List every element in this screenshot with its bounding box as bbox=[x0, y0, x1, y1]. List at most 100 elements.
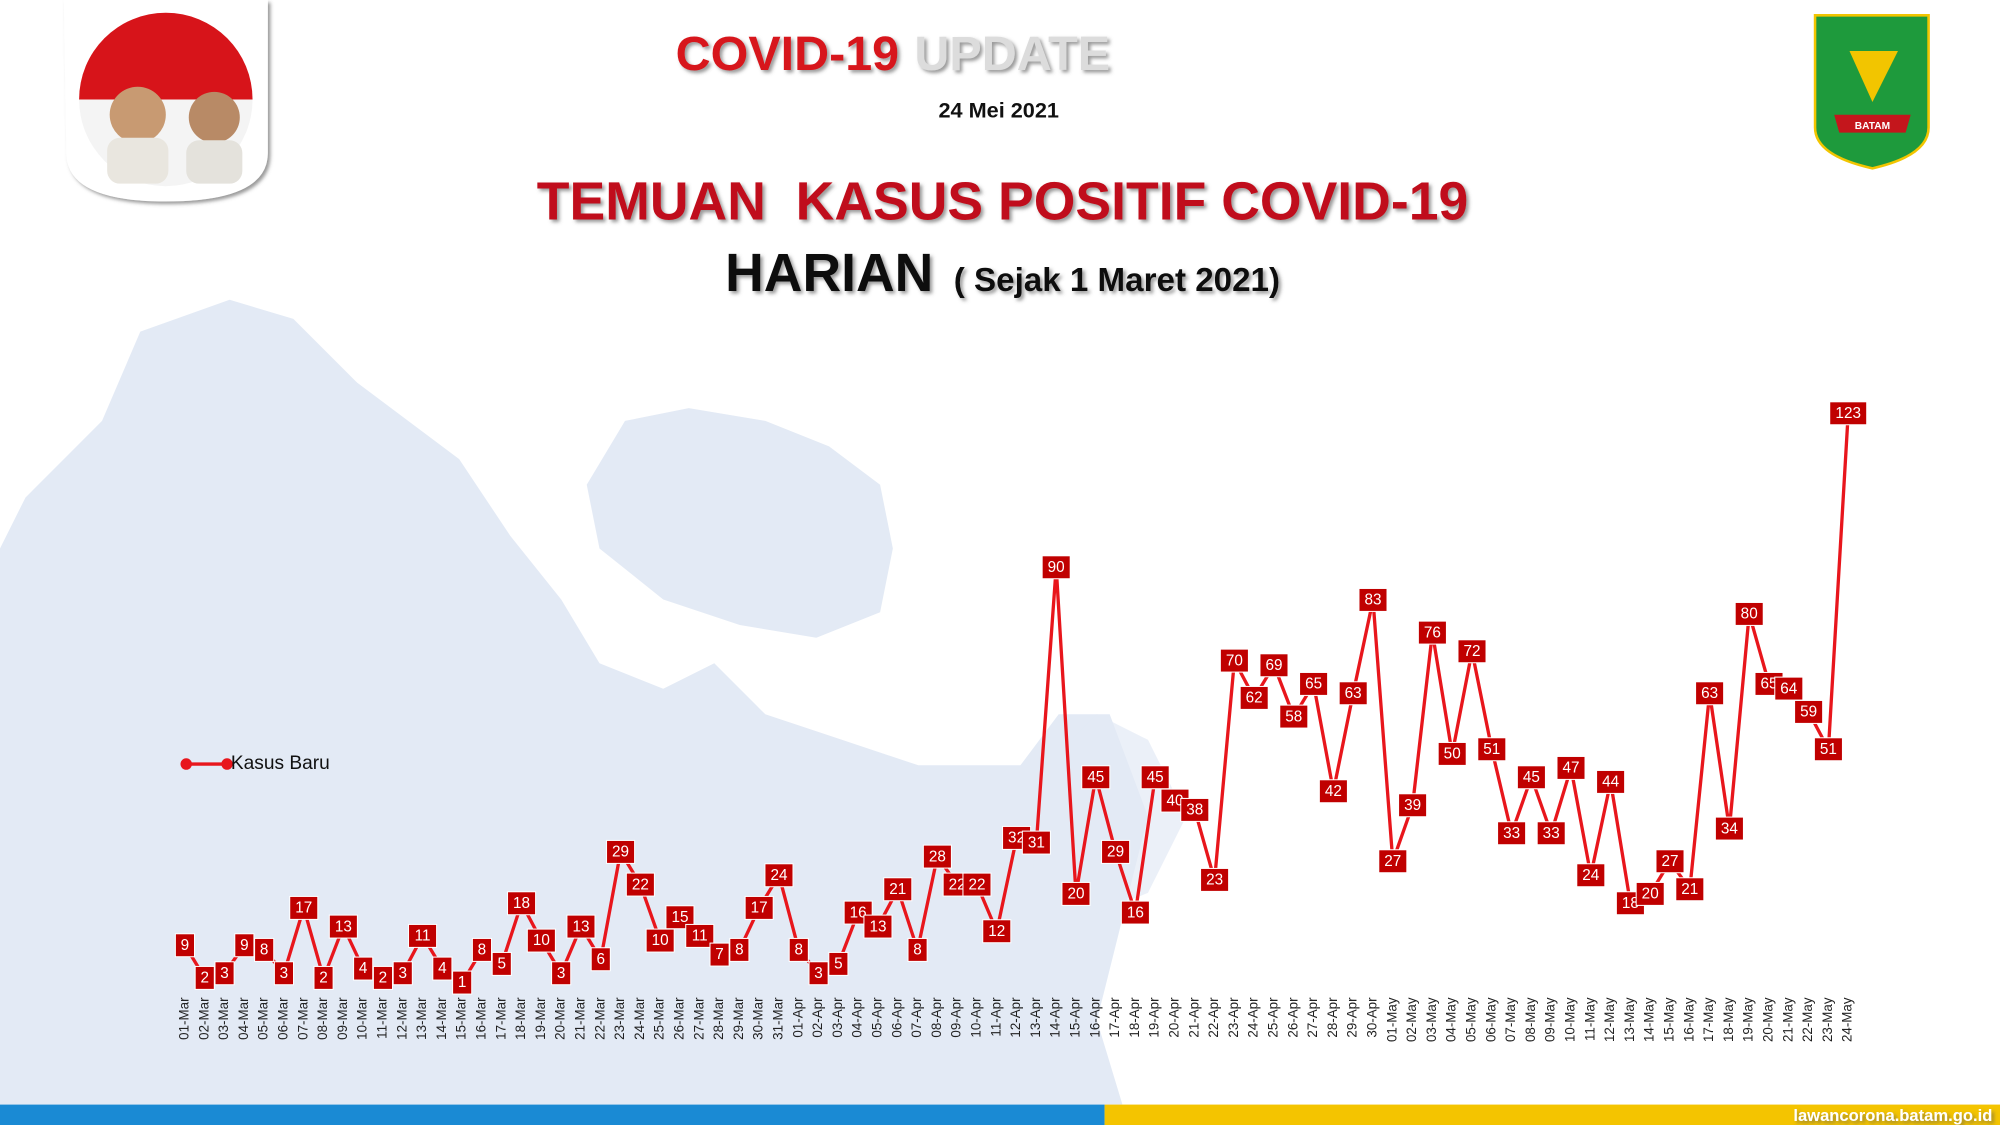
value-label: 11 bbox=[692, 928, 708, 945]
legend-label: Kasus Baru bbox=[231, 753, 330, 774]
value-label: 2 bbox=[319, 970, 328, 987]
value-label: 27 bbox=[1661, 853, 1678, 870]
value-label: 8 bbox=[260, 942, 269, 959]
value-label-box bbox=[744, 895, 774, 920]
value-label-box bbox=[828, 951, 849, 976]
value-label-box bbox=[1794, 699, 1824, 724]
value-label: 18 bbox=[513, 895, 530, 912]
value-label: 33 bbox=[1543, 825, 1560, 842]
x-tick-label: 20-Apr bbox=[1167, 997, 1182, 1038]
x-tick-label: 22-Mar bbox=[592, 997, 607, 1040]
x-tick-label: 26-Apr bbox=[1285, 997, 1300, 1038]
value-label-box bbox=[273, 961, 295, 986]
x-tick-label: 24-May bbox=[1840, 997, 1855, 1042]
value-label-box bbox=[808, 961, 829, 986]
value-label: 45 bbox=[1087, 769, 1104, 786]
x-tick-label: 16-Apr bbox=[1087, 997, 1102, 1038]
value-label: 83 bbox=[1364, 592, 1381, 609]
value-label-box bbox=[1120, 900, 1150, 925]
value-label: 45 bbox=[1147, 769, 1164, 786]
footer-url: lawancorona.batam.go.id bbox=[1793, 1106, 1992, 1125]
value-label: 32 bbox=[1008, 830, 1025, 847]
subtitle-note: ( Sejak 1 Maret 2021) bbox=[954, 262, 1280, 299]
x-tick-label: 03-May bbox=[1424, 997, 1439, 1042]
legend-marker bbox=[221, 758, 233, 770]
value-label: 50 bbox=[1444, 746, 1461, 763]
x-tick-label: 10-May bbox=[1563, 997, 1578, 1042]
x-tick-label: 09-Mar bbox=[335, 997, 350, 1040]
x-tick-label: 10-Mar bbox=[355, 997, 370, 1040]
x-tick-label: 16-Mar bbox=[473, 997, 488, 1040]
value-label-box bbox=[1081, 765, 1111, 790]
value-label-box bbox=[1516, 765, 1546, 790]
value-label-box bbox=[709, 942, 730, 967]
value-label: 59 bbox=[1800, 704, 1817, 721]
x-tick-label: 12-May bbox=[1602, 997, 1617, 1042]
value-label: 65 bbox=[1305, 676, 1322, 693]
x-tick-label: 05-Mar bbox=[256, 997, 271, 1040]
value-label-box bbox=[922, 844, 952, 869]
value-label: 3 bbox=[280, 965, 289, 982]
x-tick-label: 06-Mar bbox=[275, 997, 290, 1040]
value-label-box bbox=[1200, 867, 1230, 892]
value-label: 6 bbox=[597, 951, 606, 968]
value-label: 51 bbox=[1483, 741, 1500, 758]
x-tick-label: 30-Apr bbox=[1365, 997, 1380, 1038]
x-tick-label: 25-Mar bbox=[652, 997, 667, 1040]
plot: 01-Mar 02-Mar 03-Mar 04-Mar 05-Mar 06-Mar 07-M… bbox=[174, 401, 1868, 1042]
header-title: COVID-19 UPDATE bbox=[676, 27, 1110, 81]
value-label: 63 bbox=[1345, 685, 1362, 702]
value-label: 4 bbox=[359, 960, 368, 977]
x-tick-label: 03-Apr bbox=[830, 997, 845, 1038]
value-label: 8 bbox=[478, 942, 487, 959]
value-label-box bbox=[507, 891, 537, 916]
value-label: 1 bbox=[458, 974, 467, 991]
value-label: 22 bbox=[968, 876, 985, 893]
value-label: 23 bbox=[1206, 872, 1223, 889]
value-label: 8 bbox=[735, 942, 744, 959]
footer-bar-blue bbox=[0, 1104, 1105, 1125]
x-tick-label: 16-May bbox=[1681, 997, 1696, 1042]
value-label-box bbox=[408, 923, 438, 948]
value-label-box bbox=[863, 914, 893, 939]
x-tick-label: 15-Mar bbox=[454, 997, 469, 1040]
value-label: 15 bbox=[671, 909, 688, 926]
header-date: 24 Mei 2021 bbox=[938, 97, 1059, 122]
x-tick-label: 14-Apr bbox=[1048, 997, 1063, 1038]
value-label: 27 bbox=[1384, 853, 1401, 870]
x-tick-label: 02-Mar bbox=[196, 997, 211, 1040]
value-label: 38 bbox=[1186, 802, 1203, 819]
value-label-box bbox=[551, 961, 572, 986]
value-label-box bbox=[883, 877, 913, 902]
value-label: 40 bbox=[1166, 792, 1183, 809]
value-label: 3 bbox=[220, 965, 229, 982]
value-label-box bbox=[372, 965, 394, 990]
header-title-faded: UPDATE bbox=[914, 27, 1110, 81]
chart-subtitle: HARIAN ( Sejak 1 Maret 2021) bbox=[725, 244, 1280, 303]
value-label: 16 bbox=[1127, 904, 1144, 921]
value-label-box bbox=[1318, 779, 1348, 804]
value-label-box bbox=[1041, 555, 1071, 580]
value-label-box bbox=[1219, 648, 1249, 673]
value-label-box bbox=[1536, 821, 1566, 846]
x-tick-label: 10-Apr bbox=[969, 997, 984, 1038]
x-tick-label: 19-May bbox=[1741, 997, 1756, 1042]
value-label-box bbox=[1061, 881, 1091, 906]
value-label-box bbox=[1338, 681, 1368, 706]
x-tick-label: 21-May bbox=[1780, 997, 1795, 1042]
value-label-box bbox=[1378, 849, 1408, 874]
value-label-box bbox=[665, 905, 695, 930]
value-label-box bbox=[1675, 877, 1705, 902]
value-label-box bbox=[1695, 681, 1725, 706]
value-label: 12 bbox=[988, 923, 1005, 940]
value-label: 18 bbox=[1622, 895, 1639, 912]
value-label: 44 bbox=[1602, 774, 1620, 791]
value-label: 5 bbox=[498, 956, 507, 973]
header-title-main: COVID-19 bbox=[676, 27, 899, 81]
value-label: 17 bbox=[295, 900, 312, 917]
value-label-box bbox=[313, 965, 334, 990]
x-tick-label: 07-May bbox=[1503, 997, 1518, 1042]
x-tick-label: 13-Apr bbox=[1028, 997, 1043, 1038]
value-label-box bbox=[1829, 401, 1868, 426]
